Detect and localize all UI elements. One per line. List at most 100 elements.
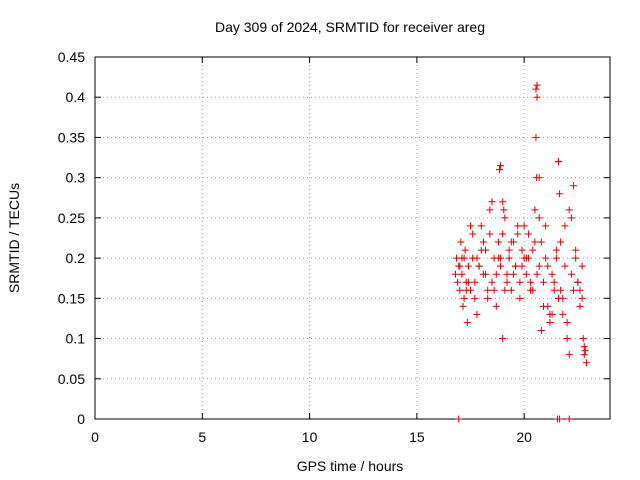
data-point: [475, 262, 483, 270]
y-tick-label: 0.15: [58, 290, 85, 306]
data-point: [503, 278, 511, 286]
data-point: [539, 302, 547, 310]
data-point: [561, 262, 569, 270]
data-point: [484, 294, 492, 302]
data-point: [503, 270, 511, 278]
data-point: [533, 93, 541, 101]
x-tick-label: 5: [198, 429, 206, 445]
data-point: [557, 286, 565, 294]
tick-labels: 0 5 10 15 20 0 0.05 0.1 0.15 0.2 0.25 0.3 0.35 0.4 0.4…: [58, 49, 532, 445]
data-point: [567, 270, 575, 278]
y-tick-label: 0: [77, 411, 85, 427]
data-point: [537, 327, 545, 335]
data-point: [467, 222, 475, 230]
data-points: [452, 81, 590, 423]
data-point: [561, 222, 569, 230]
data-point: [535, 262, 543, 270]
data-point: [490, 286, 498, 294]
data-point: [576, 286, 584, 294]
data-point: [576, 302, 584, 310]
data-point: [460, 294, 468, 302]
data-point: [542, 222, 550, 230]
data-point: [537, 238, 545, 246]
data-point: [514, 230, 522, 238]
y-tick-label: 0.05: [58, 371, 85, 387]
data-point: [578, 294, 586, 302]
data-point: [579, 335, 587, 343]
data-point: [497, 262, 505, 270]
y-axis-title: SRMTID / TECUs: [6, 183, 22, 293]
data-point: [457, 238, 465, 246]
data-point: [565, 351, 573, 359]
data-point: [556, 415, 564, 423]
data-point: [499, 230, 507, 238]
data-point: [563, 335, 571, 343]
data-point: [522, 270, 530, 278]
data-point: [516, 278, 524, 286]
data-point: [548, 310, 556, 318]
x-tick-label: 10: [302, 429, 318, 445]
data-point: [452, 270, 459, 278]
data-point: [520, 222, 528, 230]
data-point: [542, 254, 550, 262]
data-point: [546, 318, 554, 326]
plot-frame: [94, 56, 611, 420]
data-point: [529, 246, 537, 254]
data-point: [499, 198, 507, 206]
data-point: [461, 246, 469, 254]
y-tick-label: 0.35: [58, 129, 85, 145]
data-point: [559, 294, 567, 302]
data-point: [574, 278, 582, 286]
data-point: [552, 246, 560, 254]
data-point: [494, 238, 502, 246]
data-point: [535, 174, 543, 182]
data-point: [580, 351, 588, 359]
data-point: [565, 415, 573, 423]
data-point: [563, 318, 571, 326]
y-tick-label: 0.45: [58, 49, 85, 65]
data-point: [539, 278, 547, 286]
data-point: [471, 294, 479, 302]
data-point: [469, 254, 477, 262]
data-point: [459, 302, 467, 310]
y-tick-label: 0.25: [58, 210, 85, 226]
data-point: [458, 270, 466, 278]
data-point: [535, 214, 543, 222]
data-point: [533, 81, 541, 89]
axis-ticks: [94, 56, 610, 420]
data-point: [572, 246, 580, 254]
data-point: [529, 286, 537, 294]
data-point: [518, 262, 526, 270]
data-point: [507, 286, 515, 294]
data-point: [550, 286, 558, 294]
data-point: [497, 162, 505, 170]
data-point: [557, 238, 565, 246]
data-point: [559, 310, 567, 318]
data-point: [565, 206, 573, 214]
y-tick-label: 0.3: [66, 170, 86, 186]
data-point: [509, 270, 517, 278]
data-point: [550, 278, 558, 286]
data-point: [495, 166, 503, 174]
data-point: [455, 415, 463, 423]
data-point: [464, 278, 472, 286]
data-point: [514, 222, 522, 230]
y-tick-label: 0.2: [66, 250, 86, 266]
chart-title: Day 309 of 2024, SRMTID for receiver are…: [215, 19, 485, 35]
data-point: [570, 182, 578, 190]
data-point: [471, 278, 479, 286]
data-point: [463, 318, 471, 326]
data-point: [570, 286, 578, 294]
data-point: [488, 278, 496, 286]
data-point: [548, 270, 556, 278]
data-point: [486, 230, 494, 238]
x-tick-label: 0: [91, 429, 99, 445]
data-point: [516, 294, 524, 302]
data-point: [464, 262, 472, 270]
data-point: [505, 246, 513, 254]
data-point: [505, 254, 513, 262]
data-point: [473, 310, 481, 318]
data-point: [492, 302, 500, 310]
data-point: [469, 230, 477, 238]
x-axis-title: GPS time / hours: [297, 458, 404, 474]
